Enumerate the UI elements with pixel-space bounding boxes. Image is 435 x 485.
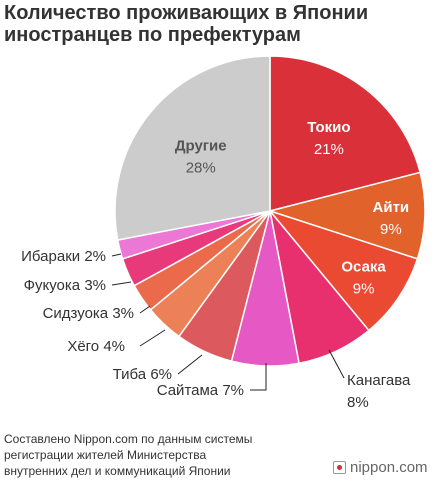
leader-line-4 <box>250 363 267 391</box>
slice-value-7: 3% <box>112 305 134 322</box>
leader-line-6 <box>139 329 166 347</box>
brand-name: nippon.com <box>350 459 428 476</box>
slice-label-0: Токио <box>307 119 350 136</box>
pie-slice-0 <box>269 55 422 212</box>
slice-value-6: 4% <box>103 338 125 355</box>
source-note-line-2: регистрации жителей Министерства <box>4 448 207 462</box>
slice-value-9: 2% <box>84 248 106 265</box>
slice-value-5: 6% <box>150 366 172 383</box>
chart-title: Количество проживающих в Японии иностран… <box>4 2 424 46</box>
slice-value-2: 9% <box>353 281 375 298</box>
nippon-logo-icon <box>333 461 346 474</box>
chart-title-line-1: Количество проживающих в Японии <box>4 2 369 24</box>
slice-value-10: 28% <box>186 160 216 177</box>
leader-line-3 <box>328 349 345 379</box>
slice-value-1: 9% <box>380 221 402 238</box>
slice-label-3: Канагава <box>347 372 411 389</box>
slice-label-1: Айти <box>373 199 410 216</box>
slice-label-8: Фукуока 3% <box>24 277 106 294</box>
source-note: Составлено Nippon.com по данным системы … <box>4 431 304 479</box>
slice-label-text-6: Хёго <box>67 338 103 355</box>
slice-label-4: Сайтама 7% <box>157 382 244 399</box>
leader-line-7 <box>139 305 151 314</box>
slice-label-text-9: Ибараки <box>21 248 84 265</box>
chart-title-line-2: иностранцев по префектурам <box>4 24 301 46</box>
slice-label-text-8: Фукуока <box>24 277 85 294</box>
pie-leader-lines <box>111 253 345 391</box>
slice-label-2: Осака <box>341 259 386 276</box>
pie-slice-10 <box>114 55 271 241</box>
slice-value-0: 21% <box>314 141 344 158</box>
leader-line-5 <box>177 354 203 375</box>
source-note-line-1: Составлено Nippon.com по данным системы <box>4 432 253 446</box>
pie-slice-2 <box>267 209 419 332</box>
slice-label-text-4: Сайтама <box>157 382 223 399</box>
slice-label-10: Другие <box>175 138 227 155</box>
slice-label-9: Ибараки 2% <box>21 248 106 265</box>
slice-label-5: Тиба 6% <box>113 366 172 383</box>
leader-line-8 <box>111 281 132 286</box>
leader-line-9 <box>111 253 122 257</box>
pie-labels: Токио 21% Айти 9% Осака 9% Канагава 8% Сайтама 7… <box>21 119 411 411</box>
slice-value-8: 3% <box>84 277 106 294</box>
pie-slices <box>114 55 426 367</box>
source-note-line-3: внутренних дел и коммуникаций Японии <box>4 464 231 478</box>
slice-label-text-5: Тиба <box>113 366 151 383</box>
slice-label-7: Сидзуока 3% <box>43 305 134 322</box>
slice-label-text-7: Сидзуока <box>43 305 113 322</box>
brand-logo: nippon.com <box>333 459 428 476</box>
pie-slice-1 <box>267 171 426 260</box>
slice-value-3: 8% <box>347 394 369 411</box>
slice-label-6: Хёго 4% <box>67 338 125 355</box>
slice-value-4: 7% <box>222 382 244 399</box>
